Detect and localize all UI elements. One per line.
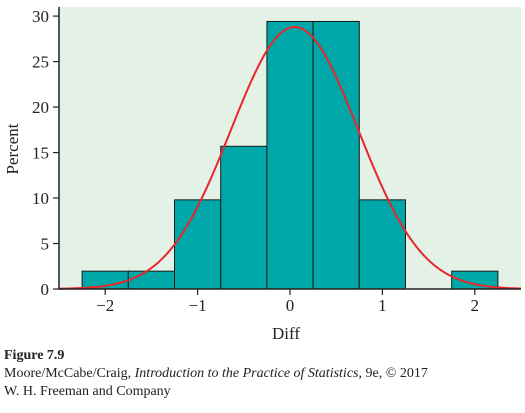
x-tick-label: 2 <box>471 296 480 315</box>
y-tick-label: 15 <box>32 144 49 163</box>
x-axis-ticks: −2 −1 0 1 2 <box>96 289 479 315</box>
histogram-bar <box>267 21 313 289</box>
y-tick-label: 5 <box>41 235 50 254</box>
y-tick-label: 10 <box>32 189 49 208</box>
y-axis-ticks: 0 5 10 15 20 25 30 <box>32 7 59 299</box>
credit-authors: Moore/McCabe/Craig, <box>4 366 135 381</box>
credit-book-title: Introduction to the Practice of Statisti… <box>135 366 359 381</box>
x-axis-label: Diff <box>272 324 300 343</box>
x-tick-label: −1 <box>189 296 207 315</box>
y-tick-label: 25 <box>32 53 49 72</box>
x-tick-label: 1 <box>378 296 387 315</box>
y-tick-label: 20 <box>32 98 49 117</box>
figure-credit: Moore/McCabe/Craig, Introduction to the … <box>4 365 428 382</box>
histogram-bar <box>313 21 359 289</box>
y-tick-label: 30 <box>32 7 49 26</box>
histogram-bar <box>221 146 267 289</box>
x-tick-label: 0 <box>286 296 295 315</box>
histogram-bar <box>128 271 174 289</box>
figure-label: Figure 7.9 <box>4 347 64 364</box>
y-tick-label: 0 <box>41 280 50 299</box>
x-tick-label: −2 <box>96 296 114 315</box>
histogram-bar <box>175 200 221 289</box>
credit-edition: , 9e, © 2017 <box>358 366 427 381</box>
y-axis-label: Percent <box>3 123 22 174</box>
histogram-bar <box>359 200 405 289</box>
histogram-chart: −2 −1 0 1 2 0 5 10 15 20 25 30 Diff Percent <box>0 0 525 345</box>
figure-publisher: W. H. Freeman and Company <box>4 383 171 400</box>
